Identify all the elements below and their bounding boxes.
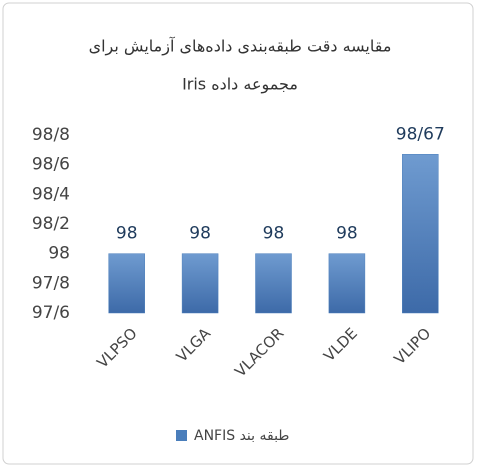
value-label: 98 xyxy=(336,224,358,244)
bar xyxy=(402,154,439,314)
y-tick-label: 98/4 xyxy=(32,184,70,204)
value-label: 98 xyxy=(263,224,285,244)
y-tick-label: 98/2 xyxy=(32,214,70,234)
chart-title: مقایسه دقت طبقه‌بندی داده‌های آزمایش برا… xyxy=(89,37,392,57)
y-tick-label: 98/8 xyxy=(32,125,70,145)
bar xyxy=(108,253,145,314)
bar xyxy=(181,253,219,314)
legend-label: طبقه بند ANFIS xyxy=(194,428,289,444)
bar xyxy=(255,253,292,314)
value-label: 98/67 xyxy=(396,124,445,144)
value-label: 98 xyxy=(116,224,138,244)
chart-border xyxy=(2,2,474,465)
y-tick-label: 98/6 xyxy=(32,155,70,175)
legend-swatch xyxy=(176,430,187,441)
value-label: 98 xyxy=(189,224,211,244)
y-tick-label: 97/8 xyxy=(32,273,70,293)
y-tick-label: 98 xyxy=(48,244,70,264)
bar xyxy=(328,253,366,314)
chart-title: مجموعه داده Iris xyxy=(182,75,298,95)
y-tick-label: 97/6 xyxy=(32,303,70,323)
